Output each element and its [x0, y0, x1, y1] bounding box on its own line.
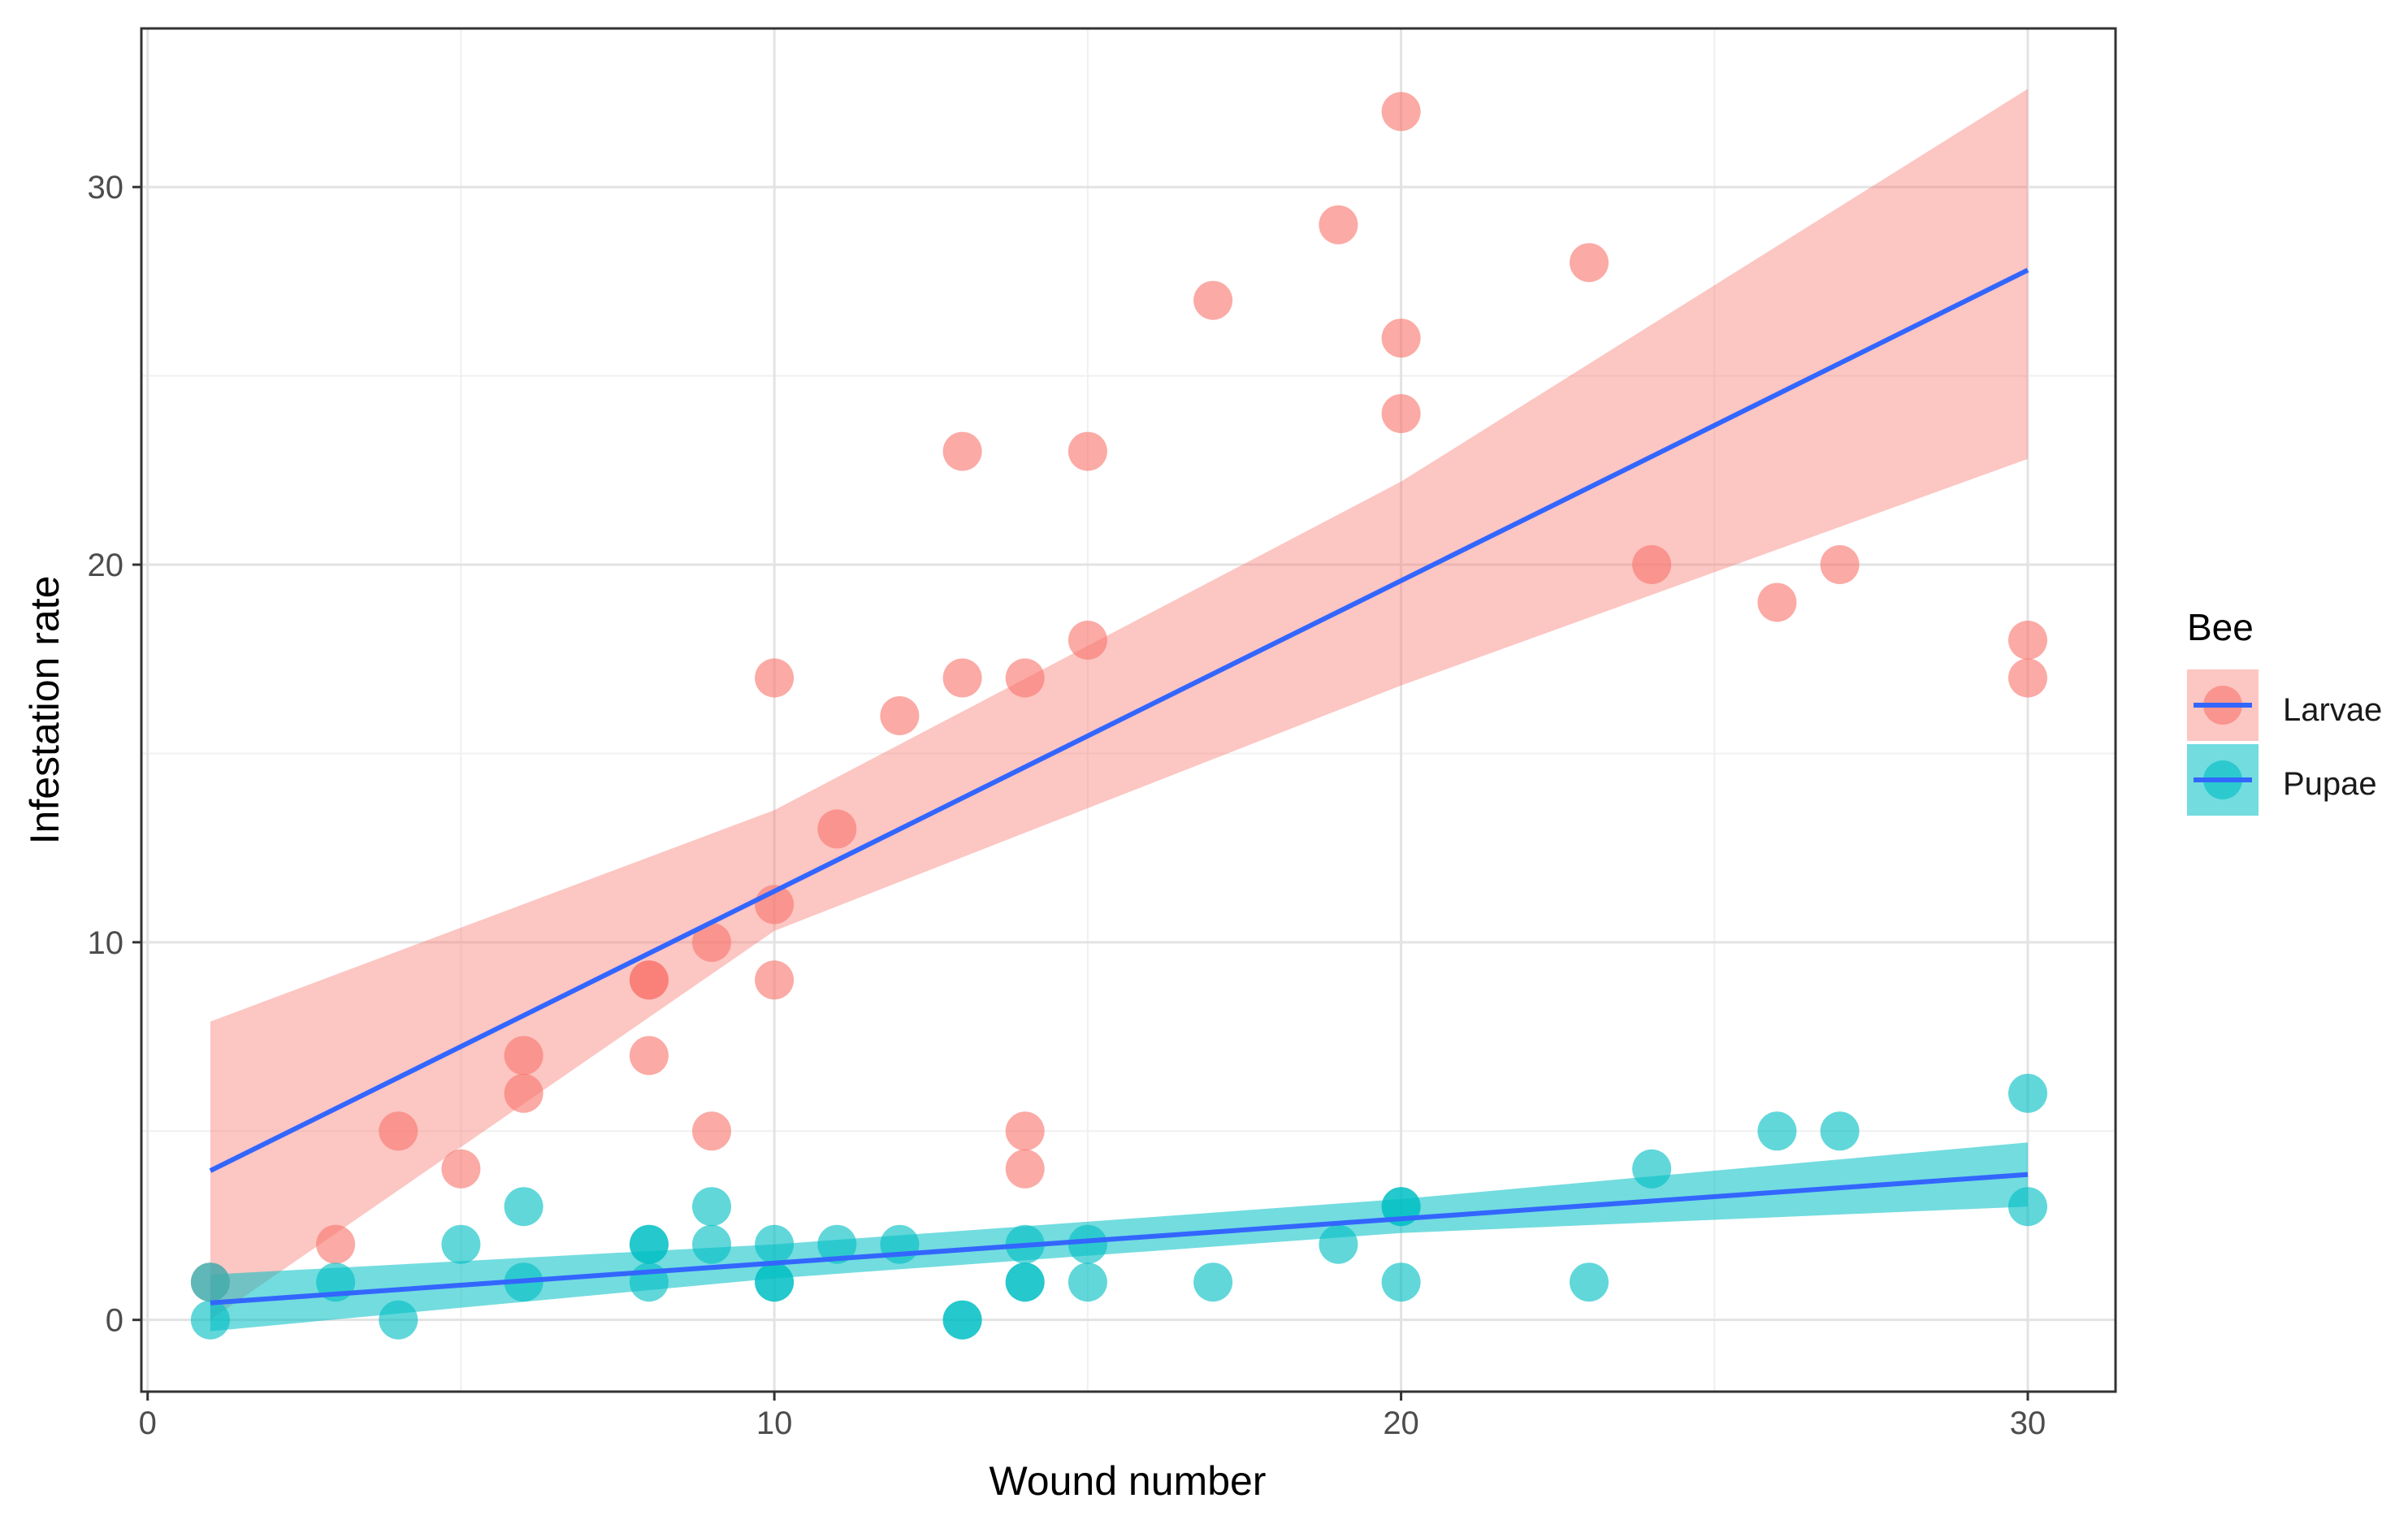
point-larvae — [316, 1224, 356, 1264]
point-larvae — [1820, 545, 1860, 584]
legend: Bee Larvae Pupae — [2187, 606, 2382, 816]
legend-key-larvae — [2187, 669, 2259, 741]
point-pupae — [504, 1187, 544, 1227]
point-pupae — [1068, 1224, 1107, 1264]
point-larvae — [1068, 621, 1107, 660]
point-pupae — [1381, 1262, 1421, 1302]
legend-label-larvae: Larvae — [2283, 692, 2382, 728]
point-pupae — [379, 1300, 418, 1340]
point-pupae — [441, 1224, 481, 1264]
point-larvae — [1005, 1149, 1045, 1189]
y-tick-label: 30 — [88, 170, 124, 206]
point-pupae — [1193, 1262, 1233, 1302]
point-pupae — [190, 1300, 230, 1340]
y-tick-label: 0 — [106, 1303, 123, 1339]
point-larvae — [1757, 582, 1797, 622]
point-larvae — [1381, 318, 1421, 358]
point-larvae — [1193, 280, 1233, 320]
point-pupae — [755, 1262, 795, 1302]
point-larvae — [1570, 243, 1609, 283]
y-tick-label: 10 — [88, 925, 124, 961]
point-pupae — [1319, 1224, 1358, 1264]
y-axis-title: Infestation rate — [22, 576, 67, 845]
x-tick-label: 10 — [756, 1405, 793, 1441]
point-larvae — [1632, 545, 1672, 584]
point-larvae — [817, 809, 857, 849]
point-pupae — [817, 1224, 857, 1264]
point-larvae — [1005, 1111, 1045, 1151]
point-pupae — [190, 1262, 230, 1302]
point-larvae — [755, 960, 795, 1000]
point-pupae — [2008, 1073, 2047, 1113]
legend-key-pupae — [2187, 744, 2259, 816]
point-larvae — [379, 1111, 418, 1151]
point-larvae — [942, 431, 982, 471]
fit-line-pupae — [210, 1171, 2029, 1306]
panel-border — [140, 27, 2117, 1393]
point-pupae — [942, 1300, 982, 1340]
point-larvae — [1319, 205, 1358, 245]
point-larvae — [692, 1111, 731, 1151]
legend-title: Bee — [2187, 606, 2254, 648]
point-pupae — [880, 1224, 920, 1264]
point-pupae — [1820, 1111, 1860, 1151]
point-pupae — [1570, 1262, 1609, 1302]
point-pupae — [1005, 1262, 1045, 1302]
point-pupae — [1632, 1149, 1672, 1189]
point-larvae — [504, 1036, 544, 1076]
point-larvae — [880, 696, 920, 735]
point-larvae — [2008, 621, 2047, 660]
axis-ticks: 0 10 20 30 0 10 20 30 — [88, 170, 2046, 1441]
legend-label-pupae: Pupae — [2283, 766, 2377, 802]
point-larvae — [942, 658, 982, 698]
x-tick-label: 0 — [139, 1405, 157, 1441]
point-larvae — [629, 1036, 669, 1076]
point-pupae — [692, 1187, 731, 1227]
point-larvae — [1381, 394, 1421, 434]
y-tick-label: 20 — [88, 548, 124, 583]
point-larvae — [629, 960, 669, 1000]
point-larvae — [1381, 92, 1421, 132]
point-pupae — [755, 1224, 795, 1264]
point-larvae — [2008, 658, 2047, 698]
point-pupae — [629, 1262, 669, 1302]
point-pupae — [1757, 1111, 1797, 1151]
point-larvae — [441, 1149, 481, 1189]
point-larvae — [504, 1073, 544, 1113]
point-pupae — [1068, 1262, 1107, 1302]
fit-lines — [209, 267, 2029, 1306]
ribbon-larvae — [210, 89, 2029, 1320]
point-larvae — [755, 658, 795, 698]
point-larvae — [1068, 431, 1107, 471]
point-larvae — [692, 922, 731, 962]
x-axis-title: Wound number — [990, 1458, 1267, 1504]
point-pupae — [629, 1224, 669, 1264]
point-pupae — [2008, 1187, 2047, 1227]
x-tick-label: 30 — [2010, 1405, 2046, 1441]
fit-line-larvae — [209, 267, 2029, 1173]
point-larvae — [1005, 658, 1045, 698]
x-tick-label: 20 — [1383, 1405, 1419, 1441]
point-pupae — [692, 1224, 731, 1264]
